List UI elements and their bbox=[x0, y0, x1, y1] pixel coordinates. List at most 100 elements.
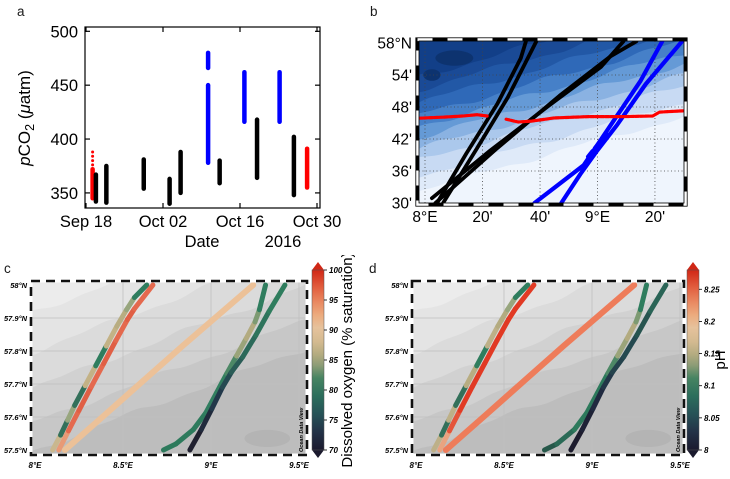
track-pair-right-ph bbox=[457, 384, 475, 413]
survey-track-black-1 bbox=[435, 41, 528, 203]
y-tick-label: 500 bbox=[50, 23, 78, 41]
background-field bbox=[419, 41, 684, 203]
colorbar-axis-label: pH bbox=[712, 350, 729, 369]
track-pair-left-oxygen bbox=[82, 363, 99, 389]
y-tick-label: 400 bbox=[50, 131, 78, 149]
track-pair-right-ph bbox=[437, 428, 452, 453]
lon-tick-label: 9.5°E bbox=[670, 461, 690, 470]
survey-track-blue-2 bbox=[559, 41, 684, 203]
colorbar-tick-label: 8 bbox=[704, 446, 709, 455]
track-navy-right-oxygen bbox=[219, 369, 234, 390]
lat-tick-label: 57.8°N bbox=[385, 347, 409, 356]
ferry-track-red-2 bbox=[504, 109, 684, 124]
track-pair-left-ph bbox=[463, 363, 480, 389]
lon-tick-label: 20' bbox=[645, 209, 665, 226]
track-pair-left-oxygen bbox=[131, 282, 150, 301]
colorbar-tick-label: 95 bbox=[329, 296, 338, 305]
track-navy-right-ph bbox=[634, 308, 653, 338]
track-pair-left-oxygen bbox=[114, 307, 130, 329]
lat-tick-label: 36' bbox=[392, 164, 412, 181]
lat-tick-label: 57.7°N bbox=[385, 380, 409, 389]
track-green-right-ph bbox=[571, 410, 590, 433]
watermark: Ocean Data View bbox=[299, 407, 305, 452]
track-green-right-ph bbox=[584, 390, 600, 416]
track-pair-right-oxygen bbox=[113, 317, 130, 343]
track-pair-left-ph bbox=[439, 417, 452, 438]
track-pair-left-oxygen bbox=[65, 402, 78, 423]
lon-tick-label: 8.5°E bbox=[494, 461, 514, 470]
watermark: Ocean Data View bbox=[676, 407, 682, 452]
colorbar-top-tip bbox=[312, 262, 324, 270]
track-pair-left-ph bbox=[495, 307, 511, 329]
colorbar-tick-label: 70 bbox=[329, 446, 338, 455]
lat-tick-label: 57.6°N bbox=[4, 413, 28, 422]
lat-tick-label: 48' bbox=[392, 100, 412, 117]
track-navy-right-oxygen bbox=[228, 354, 246, 375]
colorbar-top-tip bbox=[687, 262, 699, 270]
x-axis-year: 2016 bbox=[265, 233, 302, 251]
dark-contour-patch bbox=[435, 50, 474, 66]
colorbar-tick-label: 8.2 bbox=[704, 317, 716, 326]
colorbar-axis-label: Dissolved oxygen (% saturation) bbox=[339, 255, 356, 468]
colorbar-tick-label: 8.25 bbox=[704, 285, 720, 294]
y-tick-label: 450 bbox=[50, 77, 78, 95]
track-pair-left-oxygen bbox=[50, 432, 64, 453]
track-green-right-oxygen bbox=[173, 427, 196, 447]
lon-tick-label: 9°E bbox=[205, 461, 219, 470]
track-navy-right-oxygen bbox=[198, 406, 215, 433]
track-pair-left-oxygen bbox=[103, 323, 120, 349]
lon-tick-label: 40' bbox=[530, 209, 550, 226]
track-pair-right-oxygen bbox=[88, 361, 107, 390]
lat-tick-label: 42' bbox=[392, 132, 412, 149]
y-tick-label: 350 bbox=[50, 185, 78, 203]
colorbar-bottom-tip bbox=[312, 450, 324, 458]
track-green-right-oxygen bbox=[243, 319, 258, 341]
dark-shading-patch bbox=[244, 429, 291, 448]
track-pair-left-ph bbox=[512, 282, 531, 301]
lon-tick-label: 9°E bbox=[585, 209, 610, 226]
track-navy-right-ph bbox=[609, 354, 627, 375]
lat-tick-label: 30' bbox=[392, 196, 412, 213]
colorbar-bottom-tip bbox=[687, 450, 699, 458]
colorbar-tick-label: 8.15 bbox=[704, 350, 720, 359]
track-navy-right-ph bbox=[600, 369, 615, 390]
colorbar-tick-label: 75 bbox=[329, 416, 338, 425]
track-green-right-ph bbox=[594, 370, 611, 396]
colorbar-tick-label: 80 bbox=[329, 386, 338, 395]
track-green-right-oxygen bbox=[203, 390, 219, 416]
track-pair-left-ph bbox=[474, 343, 490, 369]
track-pair-left-oxygen bbox=[58, 417, 71, 438]
track-pair-right-oxygen bbox=[101, 337, 119, 367]
track-green-right-oxygen bbox=[234, 335, 249, 359]
track-navy-right-oxygen bbox=[240, 332, 259, 360]
track-pair-left-ph bbox=[453, 383, 469, 408]
lat-tick-label: 54' bbox=[392, 68, 412, 85]
lat-tick-label: 57.5°N bbox=[385, 446, 409, 455]
map-ph-tracks: Ocean Data View 57.5°N 57.6°N 57.7°N 57.8°N 5… bbox=[385, 262, 729, 470]
dark-shading-patch bbox=[625, 429, 672, 448]
track-pair-right-ph bbox=[512, 282, 537, 312]
track-navy-right-ph bbox=[568, 427, 585, 453]
y-axis-label: pCO2 (μatm) bbox=[15, 70, 37, 167]
track-long-diagonal-oxygen bbox=[61, 282, 257, 453]
map-dissolved-oxygen-tracks: Ocean Data View 57.5°N 57.6°N 57.7°N 57.8°N 5… bbox=[4, 255, 356, 470]
track-navy-right-ph bbox=[590, 384, 606, 412]
axes-box bbox=[84, 26, 321, 209]
lat-tick-label: 57.6°N bbox=[385, 413, 409, 422]
track-pair-right-oxygen bbox=[131, 282, 156, 312]
track-pair-right-oxygen bbox=[56, 428, 71, 453]
lat-tick-label: 57.8°N bbox=[4, 347, 28, 356]
track-navy-right-oxygen bbox=[209, 384, 225, 412]
panel-b-label: b bbox=[370, 4, 378, 19]
x-tick-label: Oct 30 bbox=[293, 213, 342, 231]
pco2-outlier-dot bbox=[91, 163, 95, 167]
panel-c-label: c bbox=[4, 261, 11, 276]
pco2-outlier-dot bbox=[91, 154, 95, 158]
track-pair-left-ph bbox=[484, 323, 501, 349]
lon-tick-label: 20' bbox=[472, 209, 492, 226]
track-green-right-ph bbox=[605, 353, 621, 376]
lat-tick-label: 58°N bbox=[377, 36, 412, 53]
pco2-outlier-dot bbox=[91, 150, 95, 154]
lon-tick-label: 9.5°E bbox=[289, 461, 309, 470]
track-green-right-ph bbox=[615, 335, 630, 359]
